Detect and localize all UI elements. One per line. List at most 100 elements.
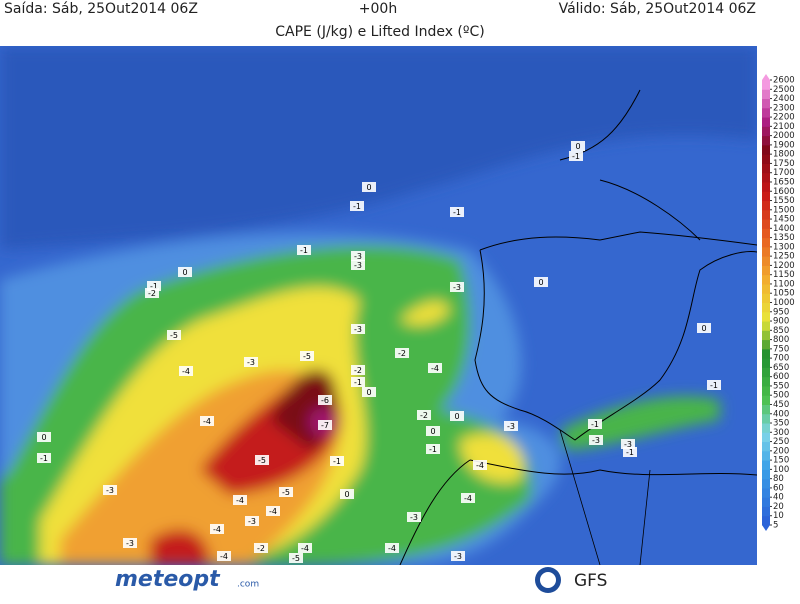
colorbar-label: 900 bbox=[773, 317, 789, 327]
contour-label: -1 bbox=[710, 381, 718, 390]
label-box bbox=[178, 267, 192, 277]
label-box bbox=[318, 420, 332, 430]
colorbar-cell bbox=[762, 321, 770, 331]
contour-label: -4 bbox=[220, 552, 228, 561]
contour-label: -2 bbox=[257, 544, 265, 553]
colorbar-label: 1300 bbox=[773, 242, 795, 252]
colorbar-label: 200 bbox=[773, 446, 789, 456]
contour-label: 0 bbox=[366, 388, 371, 397]
contour-label: -5 bbox=[258, 456, 266, 465]
contour-label: 0 bbox=[575, 142, 580, 151]
colorbar-label: 1650 bbox=[773, 177, 795, 187]
contour-label: -3 bbox=[354, 325, 362, 334]
colorbar-label: 800 bbox=[773, 335, 789, 345]
label-box bbox=[571, 141, 585, 151]
colorbar-cell bbox=[762, 107, 770, 118]
label-box bbox=[385, 543, 399, 553]
colorbar-cell bbox=[762, 228, 770, 239]
colorbar-label: 20 bbox=[773, 502, 784, 512]
contour-label: -3 bbox=[106, 486, 114, 495]
label-box bbox=[255, 455, 269, 465]
colorbar-label: 300 bbox=[773, 428, 789, 438]
colorbar-cell bbox=[762, 404, 770, 415]
label-box bbox=[330, 456, 344, 466]
label-box bbox=[362, 387, 376, 397]
colorbar-label: 1750 bbox=[773, 159, 795, 169]
contour-label: -3 bbox=[453, 283, 461, 292]
contour-label: -4 bbox=[203, 417, 211, 426]
logo: meteopt bbox=[115, 567, 221, 592]
colorbar-cell bbox=[762, 450, 770, 461]
contour-label: 0 bbox=[454, 412, 459, 421]
label-box bbox=[621, 439, 635, 449]
lead-time: +00h bbox=[359, 1, 397, 17]
contour-label: -3 bbox=[126, 539, 134, 548]
contour-label: -3 bbox=[592, 436, 600, 445]
label-box bbox=[428, 363, 442, 373]
label-box bbox=[147, 281, 161, 291]
colorbar-cell bbox=[762, 200, 770, 211]
colorbar-label: 60 bbox=[773, 483, 784, 493]
colorbar-cell bbox=[762, 219, 770, 229]
colorbar-cell bbox=[762, 497, 770, 507]
contour-label: -5 bbox=[303, 352, 311, 361]
label-box bbox=[451, 551, 465, 561]
contour-label: -4 bbox=[301, 544, 309, 553]
noaa-logo-inner bbox=[540, 572, 556, 588]
contour-label: -4 bbox=[388, 544, 396, 553]
colorbar-cell bbox=[762, 348, 770, 359]
colorbar-label: 1800 bbox=[773, 150, 795, 160]
label-box bbox=[589, 435, 603, 445]
colorbar-cell bbox=[762, 469, 770, 480]
colorbar-label: 1450 bbox=[773, 215, 795, 225]
colorbar-label: 500 bbox=[773, 391, 789, 401]
label-box bbox=[697, 323, 711, 333]
label-box bbox=[244, 357, 258, 367]
colorbar-label: 10 bbox=[773, 511, 784, 521]
label-box bbox=[407, 512, 421, 522]
label-box bbox=[123, 538, 137, 548]
colorbar-cell bbox=[762, 413, 770, 424]
label-box bbox=[461, 493, 475, 503]
colorbar-cell bbox=[762, 163, 770, 174]
colorbar-label: 950 bbox=[773, 307, 789, 317]
contour-label: 0 bbox=[182, 268, 187, 277]
colorbar-end bbox=[762, 74, 770, 80]
colorbar-cell bbox=[762, 237, 770, 248]
colorbar-end bbox=[762, 525, 770, 531]
label-box bbox=[350, 201, 364, 211]
colorbar-label: 2300 bbox=[773, 103, 795, 113]
colorbar-label: 600 bbox=[773, 372, 789, 382]
label-box bbox=[145, 288, 159, 298]
colorbar-cell bbox=[762, 283, 770, 294]
label-box bbox=[245, 516, 259, 526]
colorbar: 5102040608010015020025030035040045050055… bbox=[762, 74, 795, 531]
contour-label: 0 bbox=[344, 490, 349, 499]
colorbar-cell bbox=[762, 144, 770, 155]
colorbar-cell bbox=[762, 191, 770, 202]
colorbar-cell bbox=[762, 209, 770, 220]
label-box bbox=[362, 182, 376, 192]
contour-label: -4 bbox=[476, 461, 484, 470]
label-box bbox=[200, 416, 214, 426]
colorbar-label: 2500 bbox=[773, 85, 795, 95]
label-box bbox=[426, 426, 440, 436]
label-box bbox=[623, 447, 637, 457]
label-box bbox=[318, 395, 332, 405]
contour-label: -4 bbox=[431, 364, 439, 373]
colorbar-cell bbox=[762, 181, 770, 192]
contour-label: -1 bbox=[626, 448, 634, 457]
colorbar-label: 100 bbox=[773, 465, 789, 475]
contour-label: -3 bbox=[354, 252, 362, 261]
label-box bbox=[167, 330, 181, 340]
label-box bbox=[340, 489, 354, 499]
map-title: CAPE (J/kg) e Lifted Index (ºC) bbox=[275, 24, 484, 40]
contour-label: -3 bbox=[454, 552, 462, 561]
colorbar-label: 2100 bbox=[773, 122, 795, 132]
colorbar-cell bbox=[762, 367, 770, 378]
map bbox=[0, 46, 757, 565]
label-box bbox=[254, 543, 268, 553]
contour-label: -4 bbox=[269, 507, 277, 516]
colorbar-cell bbox=[762, 330, 770, 341]
label-box bbox=[300, 351, 314, 361]
